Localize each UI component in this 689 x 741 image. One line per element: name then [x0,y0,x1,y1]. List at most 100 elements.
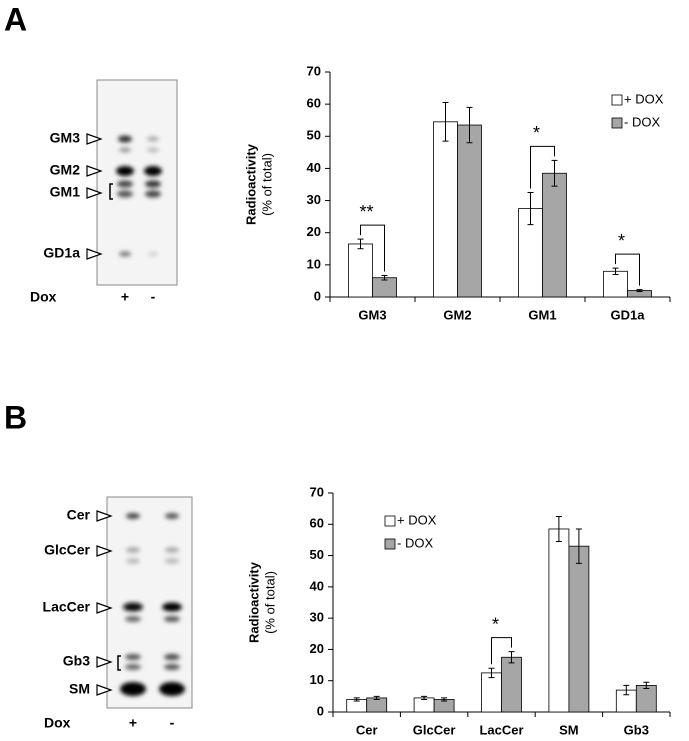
x-tick-label: Gb3 [624,722,649,737]
bracket [109,183,113,200]
significance-bracket [491,637,512,665]
gel-bands [120,513,185,696]
band-arrow [86,165,103,177]
lane-title: Dox [44,715,71,731]
error-bar [488,667,495,679]
y-tick-label: 40 [310,578,324,593]
bar [372,277,397,298]
lane-title: Dox [30,289,57,305]
bar [635,685,657,713]
y-tick-label: 20 [310,641,324,656]
legend-swatch [611,94,623,106]
error-bar [466,106,473,144]
band-label: GM3 [50,130,81,146]
x-tick-label: Cer [356,722,378,737]
error-bar [373,695,380,700]
bar [433,121,458,298]
legend-label: - DOX [624,114,660,129]
y-axis-title: Radioactivity [243,143,258,225]
band-arrow [96,545,113,557]
band-label: GlcCer [44,542,90,558]
error-bar [643,681,650,690]
lane-label: - [170,715,175,731]
y-tick-label: 60 [307,96,321,111]
bar [348,243,373,298]
y-tick-label: 70 [307,63,321,78]
significance-label: * [533,123,540,143]
significance-bracket [615,253,640,286]
bar [542,172,567,298]
significance-label: * [618,231,625,251]
lane-label: + [121,289,129,305]
y-tick-label: 70 [310,484,324,499]
band-label: GM1 [50,184,81,200]
error-bar [527,192,534,226]
y-tick-label: 60 [310,516,324,531]
x-tick-label: LacCer [479,722,523,737]
y-tick-label: 10 [307,256,321,271]
gel-image [96,79,178,286]
x-tick-label: GM2 [443,307,471,322]
gel-bands [116,135,162,257]
band-arrow [86,187,103,199]
error-bar [636,289,643,293]
band-label: GD1a [43,245,80,261]
legend-label: - DOX [397,535,433,550]
band-arrow [96,510,113,522]
bar [366,697,388,713]
legend-swatch [384,538,396,550]
x-tick-label: SM [559,722,579,737]
y-tick-label: 40 [307,160,321,175]
bar [481,672,502,713]
x-tick-label: GM3 [358,307,386,322]
y-tick-label: 10 [310,672,324,687]
error-bar [381,274,388,281]
x-tick-label: GM1 [528,307,556,322]
y-tick-label: 0 [317,703,324,718]
y-tick-label: 20 [307,224,321,239]
error-bar [551,159,558,187]
bracket [117,655,121,671]
bar [548,528,570,713]
band-arrow [96,602,113,614]
significance-bracket [530,145,555,189]
band-label: GM2 [50,162,81,178]
x-tick-label: GD1a [611,307,646,322]
error-bar [623,684,630,696]
y-axis-subtitle: (% of total) [259,153,274,216]
legend-label: + DOX [397,512,437,527]
y-axis-subtitle: (% of total) [262,571,277,634]
band-label: LacCer [43,599,91,615]
bar [501,656,522,713]
significance-label: * [492,614,499,634]
bar [457,124,482,298]
legend-swatch [384,515,396,527]
error-bar [575,528,582,564]
error-bar [612,267,619,275]
error-bar [441,697,448,702]
bar [603,270,628,298]
legend-swatch [611,117,623,129]
bar [568,545,590,713]
y-tick-label: 0 [314,288,321,303]
lane-label: - [151,289,156,305]
y-tick-label: 30 [307,192,321,207]
error-bar [357,238,364,250]
band-arrow [86,133,103,145]
error-bar [442,102,449,142]
lane-label: + [129,715,137,731]
band-arrow [86,248,103,260]
panel-label: A [4,1,27,37]
y-axis-title: Radioactivity [246,561,261,643]
error-bar [555,515,562,542]
band-arrow [96,684,113,696]
panel-label: B [4,399,27,435]
band-label: Cer [67,507,91,523]
error-bar [353,697,360,702]
band-label: SM [69,681,90,697]
y-tick-label: 50 [310,547,324,562]
bar [413,697,435,713]
y-tick-label: 30 [310,610,324,625]
y-tick-label: 50 [307,128,321,143]
